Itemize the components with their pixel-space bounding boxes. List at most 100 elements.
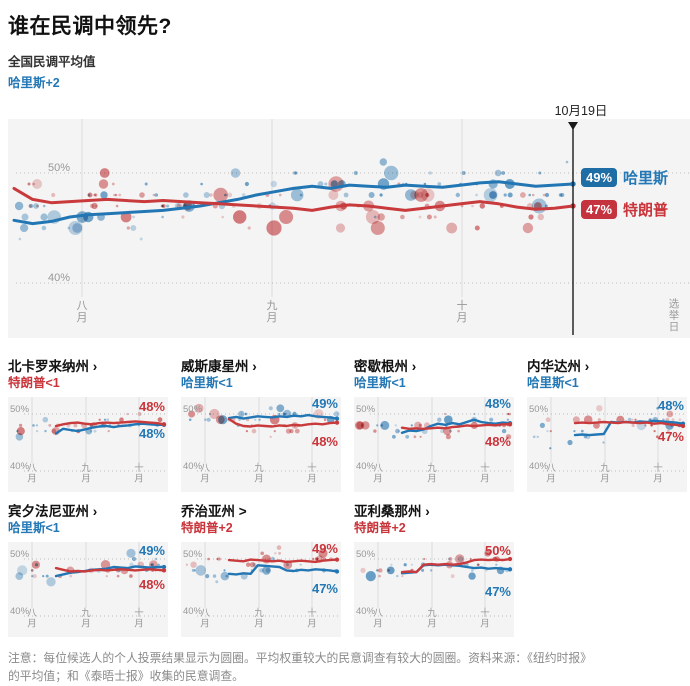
- svg-text:40%: 40%: [529, 461, 549, 472]
- state-chart-michigan: 50% 40% 八月 九月 十月 48% 48%: [354, 396, 514, 492]
- state-header-north-carolina: 北卡罗来纳州 › 特朗普<1: [8, 359, 168, 394]
- state-margin-wisconsin: 哈里斯<1: [181, 375, 233, 390]
- state-value-arizona-harris: 47%: [484, 584, 511, 599]
- state-margin-north-carolina: 特朗普<1: [8, 375, 60, 390]
- page-title: 谁在民调中领先?: [8, 15, 172, 38]
- state-card-arizona: 亚利桑那州 › 特朗普+2 50% 40% 八月 九月 十月 50% 47%: [354, 504, 514, 637]
- state-margin-arizona: 特朗普+2: [354, 520, 406, 535]
- svg-text:九月: 九月: [427, 607, 437, 630]
- footnote-line-2: 的平均值；和《泰晤士报》收集的民意调查。: [8, 669, 244, 684]
- state-margin-michigan: 哈里斯<1: [354, 375, 406, 390]
- svg-text:九月: 九月: [427, 462, 437, 485]
- state-link-georgia[interactable]: 乔治亚州 >: [181, 504, 247, 519]
- state-value-nevada-harris: 48%: [657, 398, 684, 413]
- state-chart-wisconsin: 50% 40% 八月 九月 十月 49% 48%: [181, 396, 341, 492]
- svg-text:九月: 九月: [267, 299, 278, 324]
- harris-pct-badge: 49%: [581, 167, 618, 188]
- svg-text:八月: 八月: [373, 463, 383, 485]
- state-card-wisconsin: 威斯康星州 › 哈里斯<1 50% 40% 八月 九月 十月 49% 48%: [181, 359, 341, 492]
- state-header-michigan: 密歇根州 › 哈里斯<1: [354, 359, 514, 394]
- trump-name-label: 特朗普: [623, 202, 669, 219]
- state-chart-north-carolina: 50% 40% 八月 九月 十月 48% 48%: [8, 397, 168, 492]
- svg-text:40%: 40%: [10, 461, 30, 472]
- state-value-north-carolina-harris: 48%: [138, 426, 165, 441]
- svg-text:40%: 40%: [183, 606, 203, 617]
- state-link-arizona[interactable]: 亚利桑那州 ›: [354, 504, 430, 519]
- svg-text:十月: 十月: [134, 462, 144, 485]
- state-header-wisconsin: 威斯康星州 › 哈里斯<1: [181, 359, 341, 394]
- svg-text:八月: 八月: [77, 300, 88, 324]
- state-value-pennsylvania-harris: 49%: [138, 543, 165, 558]
- footnote-line-1: 注意：每位候选人的个人投票结果显示为圆圈。平均权重较大的民意调查有较大的圆圈。资…: [8, 651, 592, 665]
- national-margin-label: 哈里斯+2: [8, 76, 60, 90]
- state-chart-georgia: 50% 40% 八月 九月 十月 49% 47%: [181, 541, 341, 637]
- state-link-pennsylvania[interactable]: 宾夕法尼亚州 ›: [8, 504, 98, 519]
- state-link-north-carolina[interactable]: 北卡罗来纳州 ›: [8, 359, 98, 374]
- state-chart-arizona: 50% 40% 八月 九月 十月 50% 47%: [354, 542, 514, 637]
- svg-text:十月: 十月: [457, 298, 468, 324]
- svg-text:九月: 九月: [81, 462, 91, 485]
- chevron-right-icon: ›: [92, 504, 98, 519]
- svg-text:40%: 40%: [48, 272, 70, 284]
- state-value-pennsylvania-trump: 48%: [138, 577, 165, 592]
- state-charts-row-1: 北卡罗来纳州 › 特朗普<1 50% 40% 八月 九月 十月 48% 48% 威斯康星州 › 哈里…: [8, 359, 690, 492]
- svg-text:50%: 50%: [529, 404, 549, 415]
- chevron-right-icon: ›: [425, 504, 430, 519]
- national-chart-canvas: 50% 40% 八月 九月 十月 选举日: [12, 119, 690, 335]
- state-card-north-carolina: 北卡罗来纳州 › 特朗普<1 50% 40% 八月 九月 十月 48% 48%: [8, 359, 168, 492]
- chart-subtitle: 全国民调平均值: [8, 55, 96, 69]
- svg-text:九月: 九月: [254, 462, 264, 485]
- svg-text:40%: 40%: [183, 461, 203, 472]
- state-value-north-carolina-trump: 48%: [138, 399, 165, 414]
- svg-text:50%: 50%: [48, 162, 70, 174]
- svg-text:40%: 40%: [10, 606, 30, 617]
- svg-text:50%: 50%: [10, 549, 30, 560]
- svg-text:50%: 50%: [183, 549, 203, 560]
- state-link-michigan[interactable]: 密歇根州 ›: [354, 359, 417, 374]
- state-value-wisconsin-harris: 49%: [311, 396, 338, 411]
- chevron-right-icon: >: [238, 504, 247, 519]
- date-marker-label: 10月19日: [554, 104, 608, 118]
- svg-text:八月: 八月: [27, 463, 37, 485]
- state-chart-nevada: 50% 40% 八月 九月 十月 48% 47%: [527, 397, 687, 492]
- state-link-wisconsin[interactable]: 威斯康星州 ›: [181, 359, 257, 374]
- chevron-right-icon: ›: [92, 359, 98, 374]
- state-value-arizona-trump: 50%: [484, 543, 511, 558]
- state-value-michigan-harris: 48%: [484, 396, 511, 411]
- trump-result: 47% 特朗普: [581, 199, 668, 220]
- state-card-pennsylvania: 宾夕法尼亚州 › 哈里斯<1 50% 40% 八月 九月 十月 49% 48%: [8, 504, 168, 637]
- svg-text:十月: 十月: [480, 462, 490, 485]
- svg-text:十月: 十月: [134, 607, 144, 630]
- trump-pct-badge: 47%: [581, 199, 618, 220]
- state-value-michigan-trump: 48%: [484, 434, 511, 449]
- state-header-nevada: 内华达州 › 哈里斯<1: [527, 359, 687, 394]
- state-charts-row-2: 宾夕法尼亚州 › 哈里斯<1 50% 40% 八月 九月 十月 49% 48% 乔治亚州 > 特朗普…: [8, 504, 690, 637]
- state-margin-nevada: 哈里斯<1: [527, 375, 579, 390]
- svg-text:八月: 八月: [27, 608, 37, 630]
- state-chart-pennsylvania: 50% 40% 八月 九月 十月 49% 48%: [8, 542, 168, 637]
- state-link-nevada[interactable]: 内华达州 ›: [527, 359, 590, 374]
- svg-text:选举日: 选举日: [669, 297, 680, 333]
- state-value-georgia-trump: 49%: [311, 541, 338, 556]
- state-header-pennsylvania: 宾夕法尼亚州 › 哈里斯<1: [8, 504, 168, 539]
- state-value-nevada-trump: 47%: [657, 429, 684, 444]
- svg-text:九月: 九月: [254, 607, 264, 630]
- svg-text:九月: 九月: [600, 462, 610, 485]
- chevron-right-icon: ›: [252, 359, 257, 374]
- svg-text:十月: 十月: [480, 607, 490, 630]
- state-header-arizona: 亚利桑那州 › 特朗普+2: [354, 504, 514, 539]
- svg-text:十月: 十月: [653, 462, 663, 485]
- svg-text:十月: 十月: [307, 607, 317, 630]
- svg-text:50%: 50%: [356, 549, 376, 560]
- national-poll-chart: 10月19日 50% 40% 八月 九月 十月 选举日 49% 哈里斯 47% 特朗普: [8, 104, 690, 338]
- svg-text:50%: 50%: [183, 404, 203, 415]
- state-card-georgia: 乔治亚州 > 特朗普+2 50% 40% 八月 九月 十月 49% 47%: [181, 504, 341, 637]
- state-margin-georgia: 特朗普+2: [181, 520, 233, 535]
- svg-text:九月: 九月: [81, 607, 91, 630]
- state-card-michigan: 密歇根州 › 哈里斯<1 50% 40% 八月 九月 十月 48% 48%: [354, 359, 514, 492]
- harris-name-label: 哈里斯: [623, 170, 669, 187]
- state-margin-pennsylvania: 哈里斯<1: [8, 520, 60, 535]
- svg-text:50%: 50%: [356, 404, 376, 415]
- svg-text:40%: 40%: [356, 461, 376, 472]
